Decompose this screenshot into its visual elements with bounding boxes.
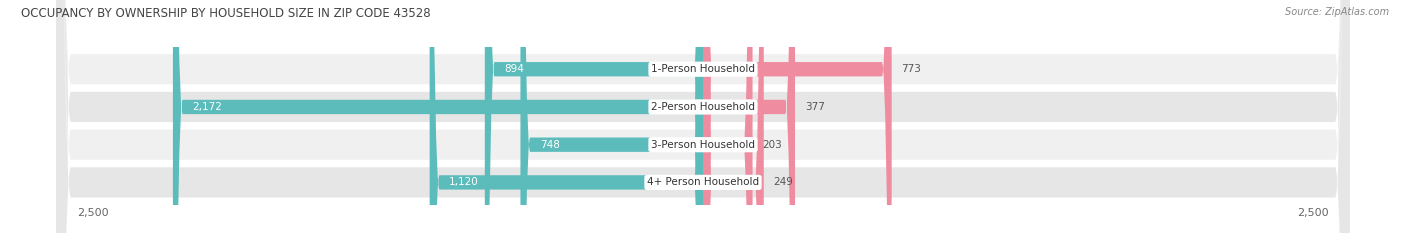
FancyBboxPatch shape <box>56 0 1350 233</box>
Text: 748: 748 <box>540 140 560 150</box>
Text: OCCUPANCY BY OWNERSHIP BY HOUSEHOLD SIZE IN ZIP CODE 43528: OCCUPANCY BY OWNERSHIP BY HOUSEHOLD SIZE… <box>21 7 430 20</box>
Text: 894: 894 <box>505 64 524 74</box>
Text: 203: 203 <box>762 140 782 150</box>
Text: 2-Person Household: 2-Person Household <box>651 102 755 112</box>
FancyBboxPatch shape <box>703 0 752 233</box>
Text: 773: 773 <box>901 64 921 74</box>
Text: 1-Person Household: 1-Person Household <box>651 64 755 74</box>
FancyBboxPatch shape <box>173 0 703 233</box>
FancyBboxPatch shape <box>56 0 1350 233</box>
Text: 249: 249 <box>773 177 793 187</box>
Text: 377: 377 <box>804 102 825 112</box>
FancyBboxPatch shape <box>430 0 703 233</box>
Text: 3-Person Household: 3-Person Household <box>651 140 755 150</box>
Text: 2,172: 2,172 <box>193 102 222 112</box>
FancyBboxPatch shape <box>56 0 1350 233</box>
FancyBboxPatch shape <box>520 0 703 233</box>
Text: 1,120: 1,120 <box>449 177 479 187</box>
FancyBboxPatch shape <box>703 0 891 233</box>
FancyBboxPatch shape <box>485 0 703 233</box>
FancyBboxPatch shape <box>703 0 794 233</box>
Text: Source: ZipAtlas.com: Source: ZipAtlas.com <box>1285 7 1389 17</box>
Text: 4+ Person Household: 4+ Person Household <box>647 177 759 187</box>
FancyBboxPatch shape <box>56 0 1350 233</box>
FancyBboxPatch shape <box>703 0 763 233</box>
